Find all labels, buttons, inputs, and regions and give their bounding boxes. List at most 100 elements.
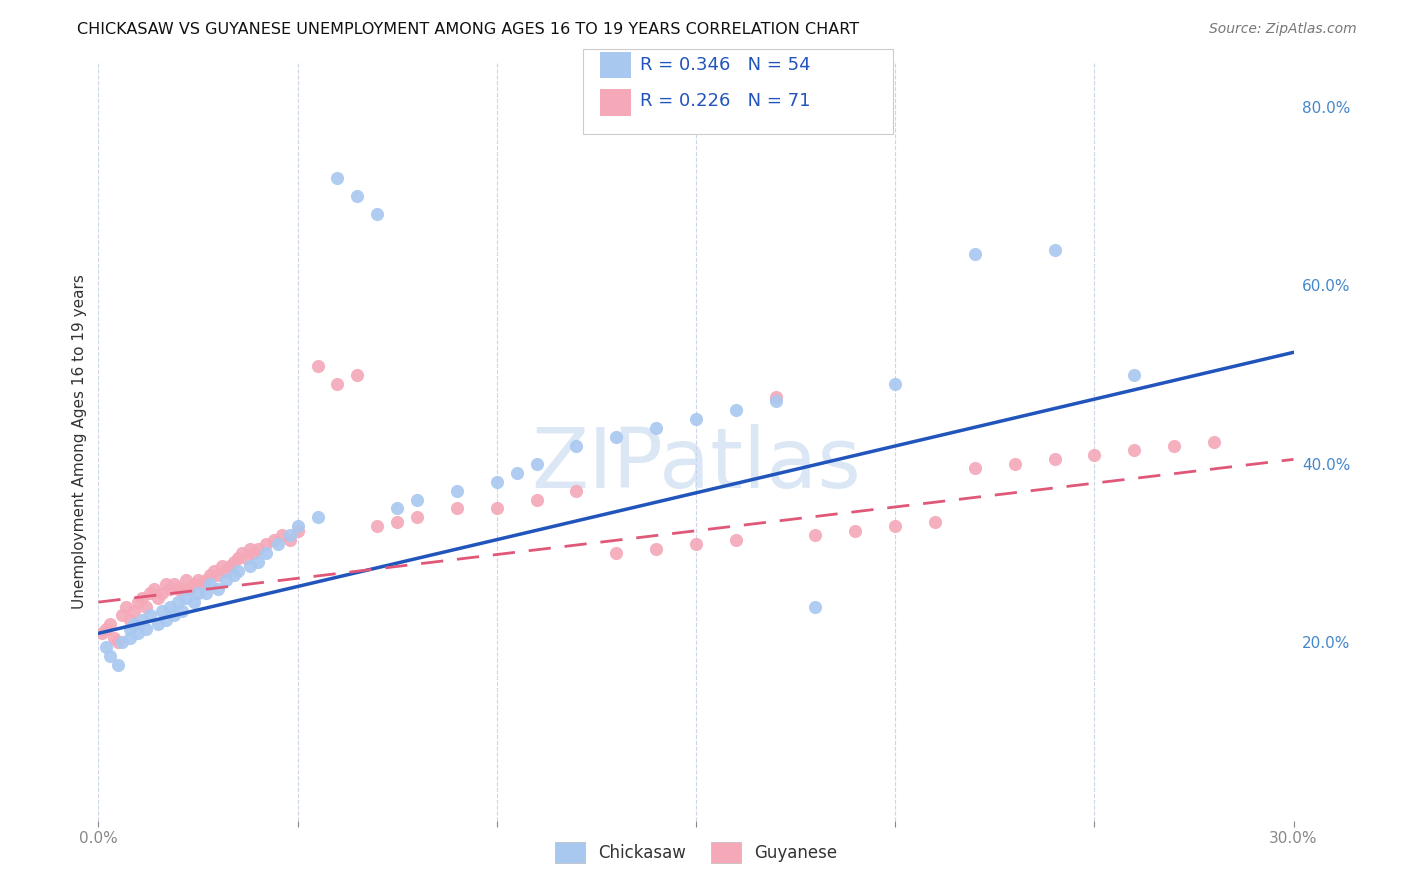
Chickasaw [127,626,149,640]
Guyanese [366,519,388,533]
Chickasaw [526,457,548,471]
Chickasaw [207,582,229,596]
Guyanese [287,524,309,538]
Guyanese [346,368,368,382]
Chickasaw [366,207,388,221]
Guyanese [724,533,747,547]
Chickasaw [254,546,277,560]
Guyanese [183,577,205,591]
Guyanese [115,599,138,614]
Guyanese [263,533,285,547]
Chickasaw [685,412,707,426]
Guyanese [163,577,186,591]
Chickasaw [163,608,186,623]
Guyanese [605,546,627,560]
Guyanese [231,546,253,560]
Guyanese [111,608,134,623]
Guyanese [172,582,194,596]
Text: CHICKASAW VS GUYANESE UNEMPLOYMENT AMONG AGES 16 TO 19 YEARS CORRELATION CHART: CHICKASAW VS GUYANESE UNEMPLOYMENT AMONG… [77,22,859,37]
Guyanese [565,483,588,498]
Chickasaw [385,501,409,516]
Chickasaw [1123,368,1146,382]
Chickasaw [565,439,588,453]
Guyanese [179,582,201,596]
Chickasaw [124,617,146,632]
Legend: Chickasaw, Guyanese: Chickasaw, Guyanese [548,836,844,869]
Chickasaw [287,519,309,533]
Chickasaw [131,613,153,627]
Chickasaw [446,483,468,498]
Guyanese [150,586,173,600]
Chickasaw [724,403,747,417]
Guyanese [526,492,548,507]
Chickasaw [107,657,129,672]
Guyanese [120,613,142,627]
Guyanese [278,533,301,547]
Chickasaw [884,376,907,391]
Chickasaw [215,573,238,587]
Chickasaw [246,555,269,569]
Chickasaw [226,564,249,578]
Guyanese [202,564,225,578]
Guyanese [446,501,468,516]
Guyanese [239,541,262,556]
Chickasaw [96,640,118,654]
Chickasaw [111,635,134,649]
Chickasaw [765,394,787,409]
Text: Source: ZipAtlas.com: Source: ZipAtlas.com [1209,22,1357,37]
Guyanese [159,582,181,596]
Guyanese [198,568,221,582]
Guyanese [131,591,153,605]
Chickasaw [155,613,177,627]
Guyanese [91,626,114,640]
Guyanese [235,550,257,565]
Guyanese [124,604,146,618]
Guyanese [1043,452,1066,467]
Guyanese [219,559,242,574]
Guyanese [127,595,149,609]
Guyanese [167,582,190,596]
Guyanese [326,376,349,391]
Chickasaw [198,577,221,591]
Guyanese [211,559,233,574]
Guyanese [765,390,787,404]
Guyanese [135,599,157,614]
Chickasaw [135,622,157,636]
Guyanese [1202,434,1225,449]
Guyanese [155,577,177,591]
Guyanese [254,537,277,551]
Guyanese [1083,448,1105,462]
Guyanese [804,528,827,542]
Chickasaw [963,247,986,261]
Guyanese [226,550,249,565]
Chickasaw [326,171,349,186]
Chickasaw [120,631,142,645]
Chickasaw [139,608,162,623]
Chickasaw [485,475,508,489]
Chickasaw [645,421,668,435]
Chickasaw [406,492,429,507]
Text: R = 0.226   N = 71: R = 0.226 N = 71 [640,92,810,110]
Text: R = 0.346   N = 54: R = 0.346 N = 54 [640,56,810,74]
Chickasaw [174,591,197,605]
Chickasaw [183,595,205,609]
Guyanese [243,546,266,560]
Chickasaw [187,586,209,600]
Guyanese [645,541,668,556]
Guyanese [844,524,866,538]
Guyanese [187,573,209,587]
Chickasaw [267,537,290,551]
Guyanese [1004,457,1026,471]
Chickasaw [120,622,142,636]
Guyanese [406,510,429,524]
Chickasaw [222,568,245,582]
Guyanese [195,573,218,587]
Guyanese [385,515,409,529]
Chickasaw [150,604,173,618]
Chickasaw [1043,243,1066,257]
Guyanese [98,617,122,632]
Guyanese [207,568,229,582]
Guyanese [222,555,245,569]
Guyanese [307,359,329,373]
Chickasaw [278,528,301,542]
